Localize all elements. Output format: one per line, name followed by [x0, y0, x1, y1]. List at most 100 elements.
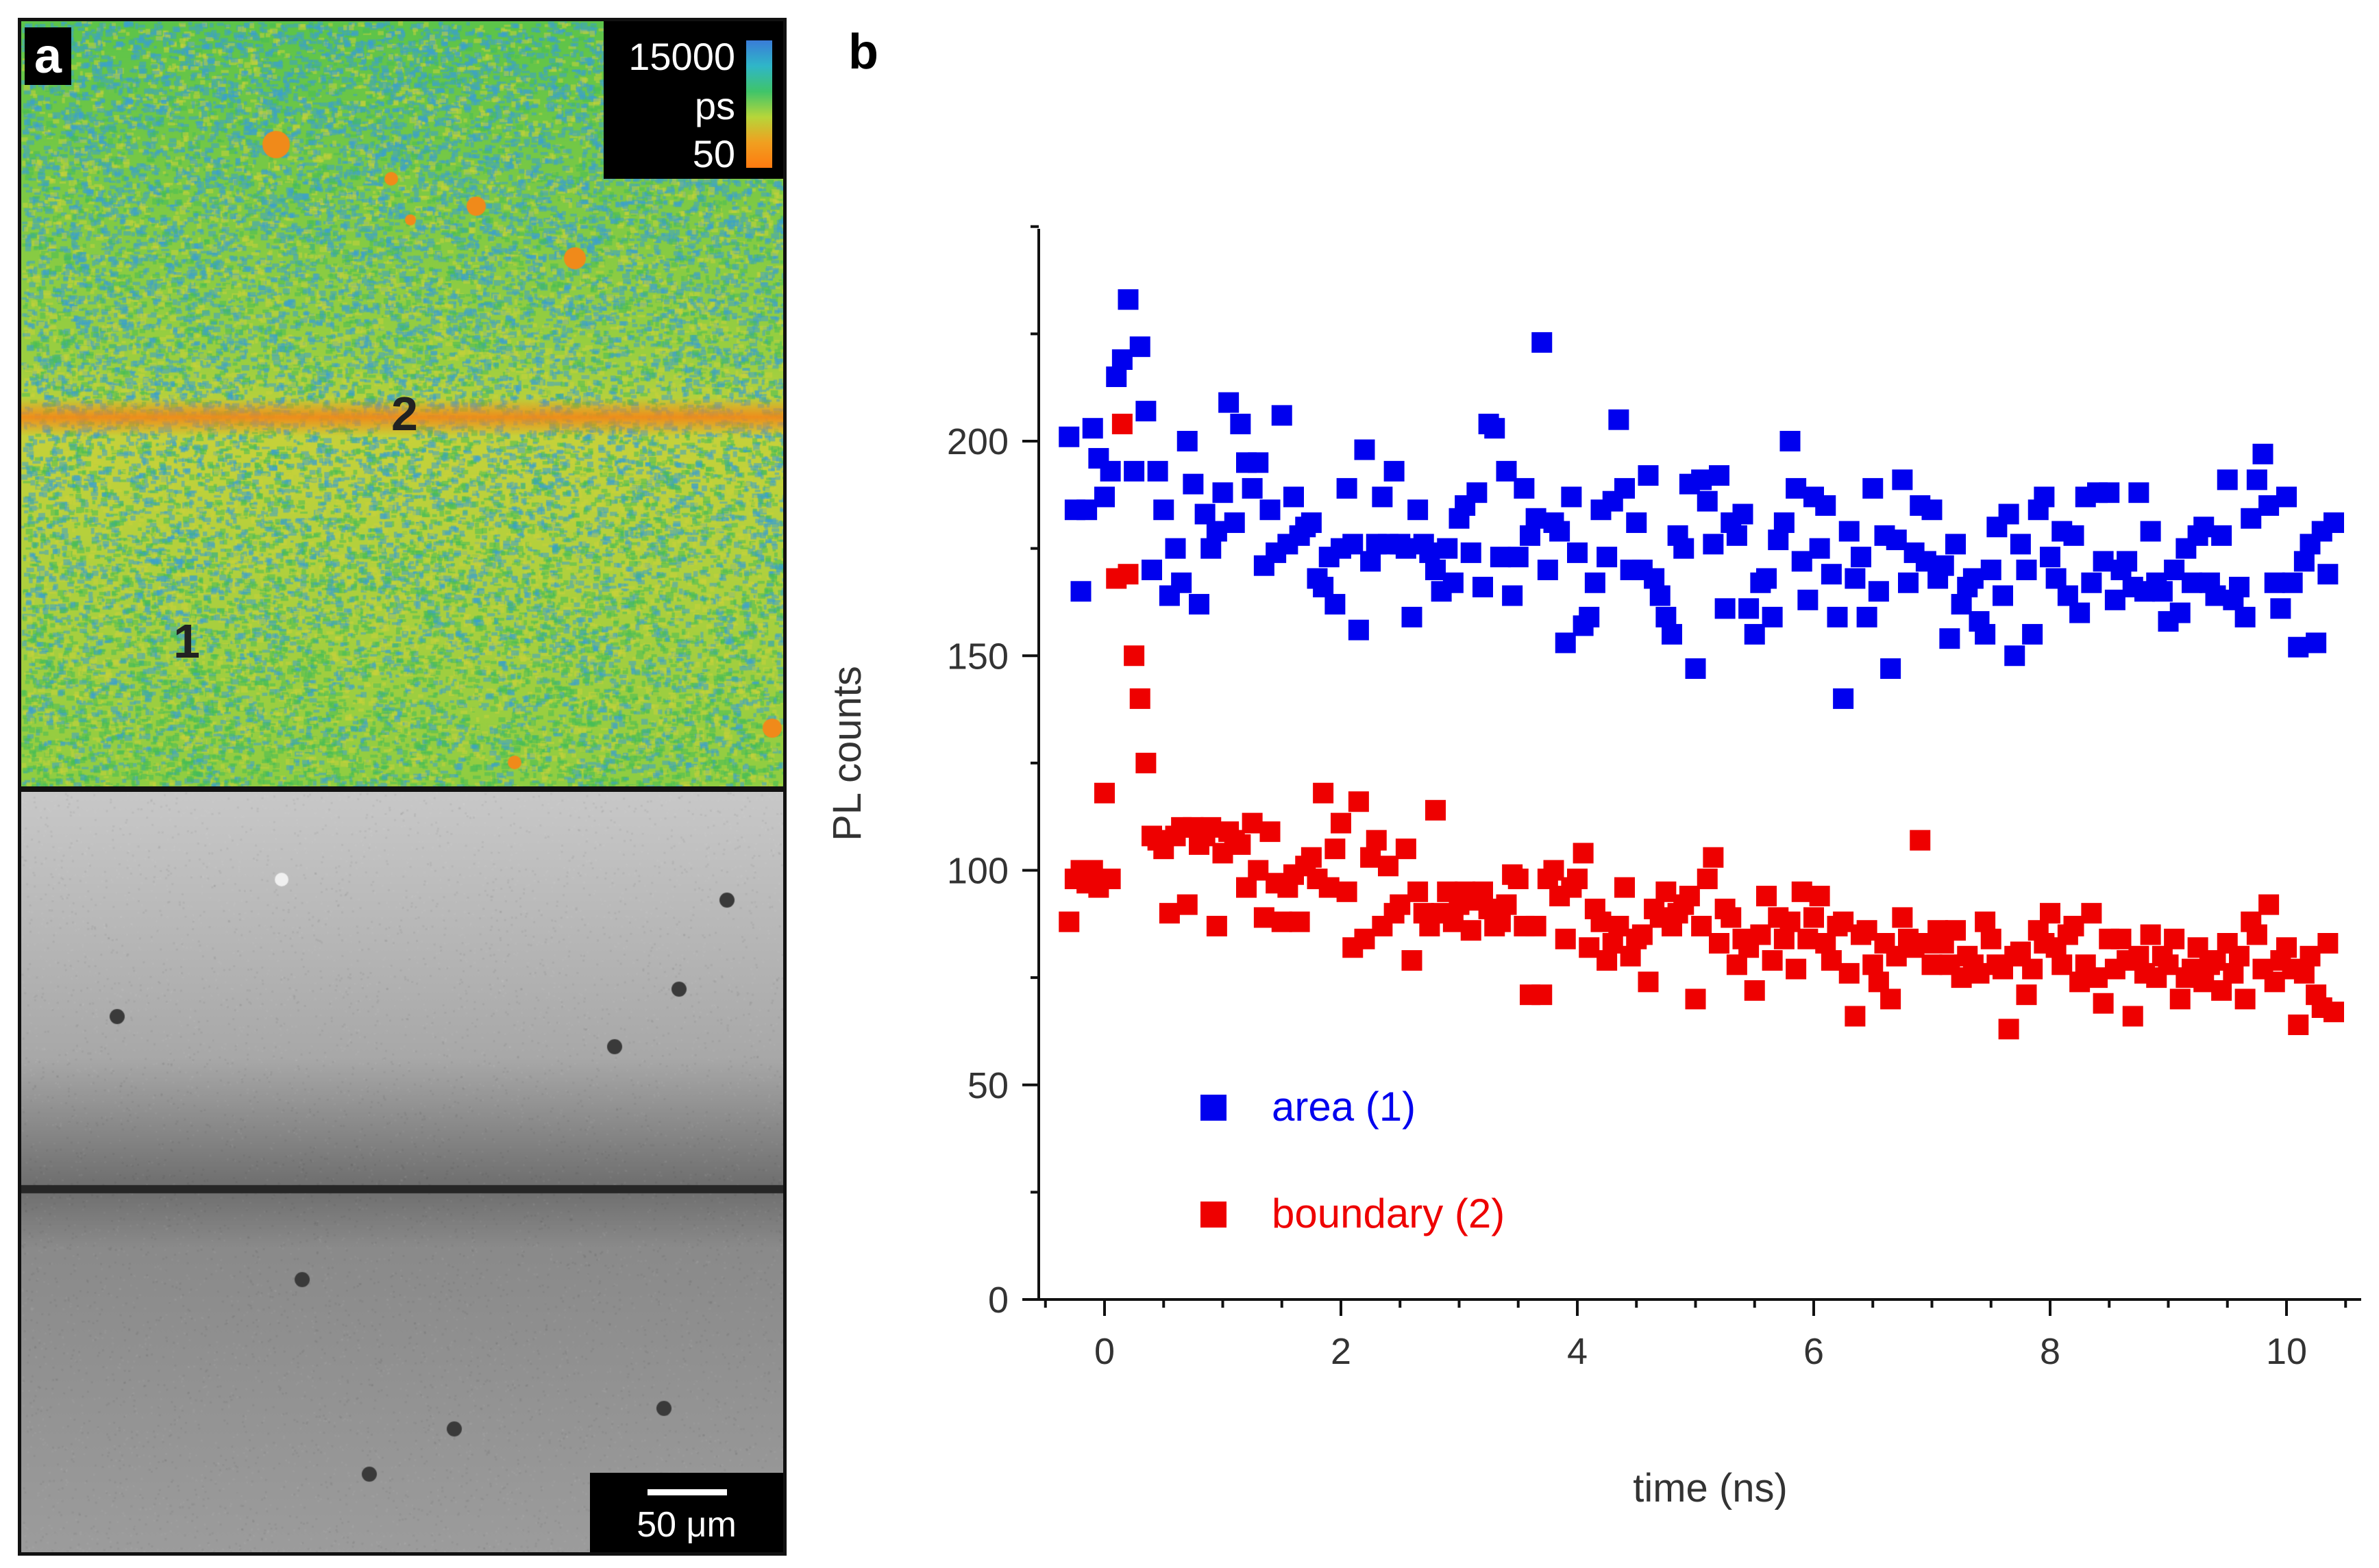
boundary-data-point [1709, 933, 1729, 954]
area-data-point [1442, 572, 1464, 593]
area-data-point [1106, 366, 1127, 388]
boundary-data-point [1159, 903, 1180, 924]
area-data-point [1124, 460, 1145, 482]
boundary-data-point [2140, 924, 2161, 945]
boundary-data-point [1721, 907, 1742, 928]
area-data-point [1537, 559, 1558, 580]
boundary-data-point [1868, 971, 1889, 993]
x-axis-title: time (ns) [1633, 1466, 1788, 1510]
boundary-data-point [2258, 894, 2280, 915]
boundary-data-point [1407, 881, 1429, 902]
area-data-point [1597, 547, 1618, 568]
area-data-point [1655, 606, 1677, 627]
boundary-data-point [1253, 907, 1274, 928]
boundary-data-point [1242, 812, 1263, 834]
area-data-point [1466, 482, 1488, 503]
boundary-data-point [1289, 911, 1310, 932]
boundary-data-point [1750, 924, 1771, 945]
scale-bar-line [648, 1489, 727, 1495]
boundary-data-point [1975, 911, 1996, 932]
panel-a-label: a [25, 27, 72, 85]
area-data-point [1313, 577, 1334, 598]
area-data-point [1189, 594, 1209, 615]
area-data-point [1691, 469, 1712, 490]
grayscale-image [21, 792, 783, 1552]
area-data-point [1697, 490, 1718, 512]
boundary-data-point [1200, 817, 1222, 838]
area-data-point [1945, 534, 1966, 555]
boundary-data-point [1655, 881, 1677, 902]
area-data-point [1845, 568, 1866, 589]
area-data-point [1171, 572, 1192, 593]
boundary-data-point [2264, 971, 2285, 993]
area-data-point [1348, 619, 1369, 640]
boundary-data-point [2223, 962, 2244, 984]
area-data-point [2034, 486, 2055, 508]
boundary-data-point [2300, 945, 2321, 967]
area-data-point [2099, 482, 2120, 503]
area-data-point [1200, 538, 1222, 559]
boundary-data-point [1248, 860, 1269, 881]
boundary-data-point [2234, 988, 2256, 1010]
colorbar-min-label: 50 [692, 132, 735, 175]
boundary-data-point [1892, 907, 1913, 928]
area-data-point [1183, 473, 1204, 495]
area-data-point [1638, 465, 1659, 486]
boundary-data-point [1726, 954, 1747, 975]
boundary-data-point [1862, 954, 1884, 975]
area-data-point [2246, 469, 2267, 490]
area-data-point [1070, 581, 1092, 602]
boundary-data-point [1313, 782, 1334, 804]
boundary-data-point [2211, 980, 2232, 1001]
area-data-point [1514, 477, 1535, 499]
area-data-point [2258, 495, 2280, 516]
area-data-point [1372, 486, 1393, 508]
boundary-data-point [1880, 988, 1901, 1010]
area-data-point [1342, 534, 1364, 555]
area-data-point [1962, 568, 1984, 589]
boundary-data-point [1703, 847, 1724, 868]
boundary-data-point [2164, 928, 2185, 949]
boundary-data-point [1118, 564, 1139, 585]
area-data-point [1993, 585, 2013, 606]
area-data-point [2045, 568, 2067, 589]
boundary-data-point [1797, 928, 1819, 949]
boundary-data-point [1348, 791, 1369, 812]
boundary-data-point [1838, 962, 1860, 984]
boundary-data-point [2051, 954, 2073, 975]
boundary-data-point [1460, 920, 1481, 941]
area-data-point [1738, 598, 1760, 619]
area-data-point [1786, 477, 1807, 499]
boundary-data-point [1910, 830, 1931, 851]
area-data-point [1401, 606, 1422, 627]
area-data-point [1685, 658, 1706, 680]
boundary-data-point [1620, 945, 1641, 967]
area-data-point [1082, 418, 1103, 439]
area-data-point [1248, 452, 1269, 473]
scale-bar: 50 μm [590, 1473, 783, 1552]
area-data-point [2093, 551, 2114, 572]
boundary-data-point [1425, 799, 1446, 821]
area-data-point [1886, 530, 1907, 551]
area-data-point [1283, 486, 1304, 508]
area-data-point [1076, 499, 1098, 521]
area-data-point [1579, 606, 1600, 627]
boundary-data-point [1124, 645, 1145, 667]
boundary-data-point [1318, 877, 1340, 898]
area-data-point [2140, 521, 2161, 542]
area-data-point [1206, 521, 1227, 542]
area-data-point [2010, 534, 2031, 555]
boundary-data-point [1331, 812, 1351, 834]
area-data-point [1714, 598, 1736, 619]
boundary-data-point [2276, 937, 2297, 958]
boundary-data-point [1679, 886, 1700, 907]
area-data-point [1980, 559, 2001, 580]
area-data-point [1833, 688, 1854, 709]
area-data-point [1555, 632, 1576, 654]
area-data-point [1496, 460, 1517, 482]
boundary-data-point [1856, 920, 1877, 941]
area-data-point [1649, 585, 1671, 606]
y-tick-label: 0 [988, 1280, 1009, 1321]
boundary-data-point [1886, 945, 1907, 967]
